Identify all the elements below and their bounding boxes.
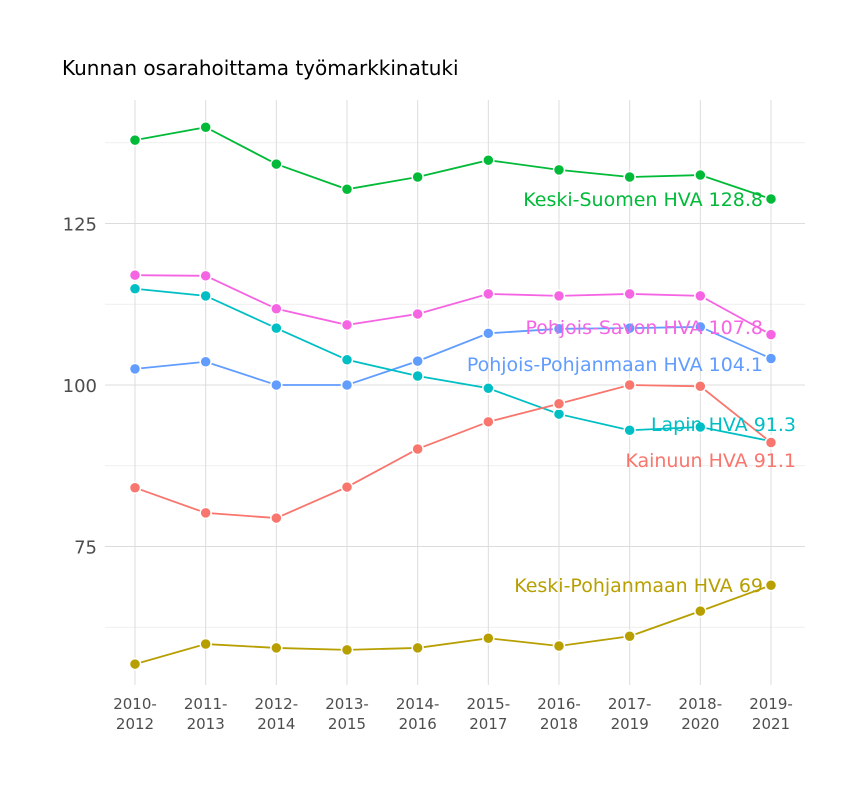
y-tick-label: 125 <box>63 215 97 236</box>
data-point <box>411 442 424 456</box>
series-end-label: Keski-Suomen HVA 128.8 <box>523 189 763 211</box>
data-point <box>411 641 424 655</box>
data-point <box>411 369 424 383</box>
data-point <box>694 380 707 393</box>
data-point <box>128 268 142 282</box>
x-tick-label: 2017-2019 <box>608 695 652 733</box>
data-point <box>128 481 142 494</box>
data-point <box>128 657 142 671</box>
data-point <box>694 168 707 182</box>
data-point <box>623 321 636 335</box>
data-point <box>270 321 283 335</box>
data-point <box>270 511 283 525</box>
x-tick-label: 2018-2020 <box>679 695 723 733</box>
data-point <box>411 170 424 184</box>
data-point <box>764 352 778 365</box>
y-tick-label: 100 <box>63 376 97 397</box>
series-line <box>134 287 772 443</box>
x-tick-label: 2010-2012 <box>113 695 157 733</box>
data-point <box>199 120 212 134</box>
data-point <box>764 328 778 341</box>
data-point <box>623 423 636 437</box>
x-tick-label: 2015-2017 <box>467 695 511 733</box>
data-point <box>694 604 707 618</box>
data-point <box>482 631 495 645</box>
data-point <box>552 407 566 421</box>
x-tick-label: 2019-2021 <box>749 695 793 733</box>
series-kainuun-hva <box>128 378 778 525</box>
x-tick-label: 2013-2015 <box>325 695 369 733</box>
data-point <box>199 506 212 520</box>
x-tick-label: 2014-2016 <box>396 695 440 733</box>
series-end-label: Keski-Pohjanmaan HVA 69 <box>514 575 763 597</box>
data-point <box>482 153 495 167</box>
data-point <box>694 420 707 434</box>
data-point <box>623 170 636 184</box>
data-point <box>411 354 424 368</box>
data-point <box>340 480 354 494</box>
data-point <box>340 318 354 332</box>
x-tick-label: 2016-2018 <box>537 695 581 733</box>
data-point <box>340 183 354 196</box>
data-point <box>694 320 707 334</box>
data-point <box>199 289 212 303</box>
series-line <box>134 126 772 200</box>
data-point <box>128 282 142 295</box>
series-end-label: Kainuun HVA 91.1 <box>625 450 796 472</box>
data-point <box>552 289 566 303</box>
data-point <box>623 378 636 392</box>
data-point <box>552 163 566 177</box>
data-point <box>128 133 142 147</box>
data-point <box>482 381 495 395</box>
data-point <box>482 327 495 340</box>
data-point <box>623 630 636 643</box>
series-end-label: Pohjois-Pohjanmaan HVA 104.1 <box>467 354 763 376</box>
y-tick-label: 75 <box>74 538 97 559</box>
data-point <box>340 643 354 657</box>
series-end-label: Lapin HVA 91.3 <box>651 414 796 436</box>
series-line <box>134 584 772 665</box>
data-point <box>270 302 283 316</box>
series-line <box>134 274 772 336</box>
series-line <box>134 384 772 519</box>
data-point <box>764 579 778 592</box>
data-point <box>128 362 142 376</box>
series-keski-suomen-hva <box>128 120 778 206</box>
x-tick-label: 2012-2014 <box>255 695 299 733</box>
series-pohjois-pohjanmaan-hva <box>128 320 778 392</box>
data-point <box>340 353 354 367</box>
data-point <box>552 322 566 336</box>
series-keski-pohjanmaan-hva <box>128 579 778 671</box>
data-point <box>764 436 778 449</box>
data-point <box>694 289 707 303</box>
data-point <box>340 378 354 392</box>
data-point <box>270 378 283 392</box>
data-point <box>199 355 212 368</box>
data-point <box>199 637 212 651</box>
data-point <box>552 397 566 410</box>
data-point <box>764 192 778 206</box>
series-pohjois-savon-hva <box>128 268 778 341</box>
data-point <box>199 269 212 283</box>
data-point <box>623 287 636 301</box>
x-tick-label: 2011-2013 <box>184 695 228 733</box>
data-point <box>552 639 566 653</box>
data-point <box>270 641 283 655</box>
data-point <box>482 415 495 429</box>
series-end-label: Pohjois-Savon HVA 107.8 <box>525 317 763 339</box>
chart-title: Kunnan osarahoittama työmarkkinatuki <box>62 56 459 80</box>
series-line <box>134 325 772 386</box>
data-point <box>411 307 424 321</box>
data-point <box>270 157 283 171</box>
data-point <box>482 287 495 301</box>
